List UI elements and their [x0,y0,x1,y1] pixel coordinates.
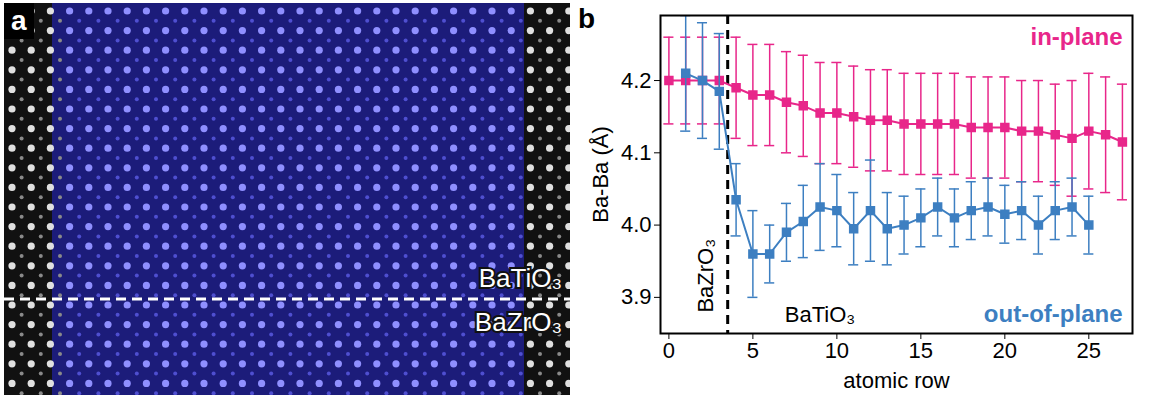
svg-text:4.2: 4.2 [621,68,652,93]
svg-text:15: 15 [909,338,933,363]
svg-text:3.9: 3.9 [621,284,652,309]
svg-text:5: 5 [747,338,759,363]
svg-text:Ba-Ba (Å): Ba-Ba (Å) [588,126,613,223]
svg-text:25: 25 [1077,338,1101,363]
svg-text:10: 10 [825,338,849,363]
svg-text:atomic row: atomic row [843,368,949,393]
svg-text:4.0: 4.0 [621,212,652,237]
svg-text:a: a [11,5,27,36]
svg-text:BaTiO₃: BaTiO₃ [785,302,856,327]
svg-text:0: 0 [663,338,675,363]
svg-text:BaTiO₃: BaTiO₃ [479,263,562,293]
svg-text:BaZrO₃: BaZrO₃ [475,307,562,337]
svg-text:out-of-plane: out-of-plane [984,300,1123,327]
svg-text:in-plane: in-plane [1030,23,1122,50]
svg-text:20: 20 [993,338,1017,363]
svg-text:BaZrO₃: BaZrO₃ [693,239,718,313]
html-text:b: b [578,3,596,34]
svg-text:4.1: 4.1 [621,140,652,165]
